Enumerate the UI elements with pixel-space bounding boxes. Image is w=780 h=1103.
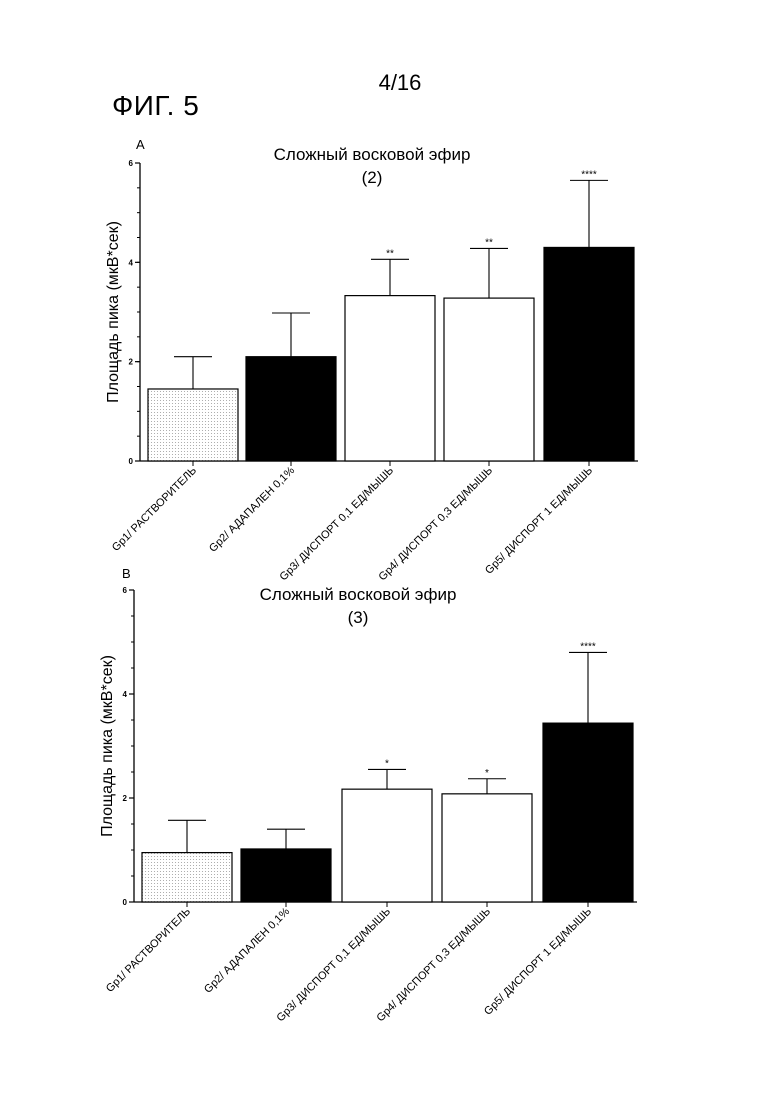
y-tick-label: 0 [123,898,128,907]
bar [342,789,432,902]
bar [544,247,634,461]
y-tick-label: 4 [123,690,128,699]
x-tick-label: Gp1/ РАСТВОРИТЕЛЬ [104,906,193,995]
bar [241,849,331,902]
chart-subtitle: (2) [362,168,383,187]
bar [345,296,435,461]
y-tick-label: 6 [129,159,134,168]
panel-label: B [122,566,131,581]
bar [442,794,532,902]
y-tick-label: 4 [129,258,134,267]
x-tick-label: Gp4/ ДИСПОРТ 0,3 ЕД/МЫШЬ [375,906,494,1025]
y-tick-label: 2 [123,794,128,803]
significance-label: * [385,758,389,769]
x-tick-label: Gp3/ ДИСПОРТ 0,1 ЕД/МЫШЬ [275,906,394,1025]
chart-title: Сложный восковой эфир [260,585,457,604]
x-tick-label: Gp1/ РАСТВОРИТЕЛЬ [110,465,199,554]
figure-charts: A Сложный восковой эфир (2) Площадь пика (м… [0,0,780,1103]
bar [148,389,238,461]
chart-subtitle: (3) [348,608,369,627]
x-tick-label: Gp4/ ДИСПОРТ 0,3 ЕД/МЫШЬ [377,465,496,584]
bar [246,357,336,461]
x-tick-label: Gp5/ ДИСПОРТ 1 ЕД/МЫШЬ [483,465,595,577]
bar [543,723,633,902]
x-tick-label: Gp2/ АДАПАЛЕН 0,1% [202,905,292,995]
bar [444,298,534,461]
y-tick-label: 2 [129,358,134,367]
significance-label: ** [386,248,394,259]
x-tick-label: Gp3/ ДИСПОРТ 0,1 ЕД/МЫШЬ [278,465,397,584]
significance-label: **** [580,641,596,652]
y-axis-label: Площадь пика (мкВ*сек) [99,655,116,837]
chart-title: Сложный восковой эфир [274,145,471,164]
y-tick-label: 6 [123,586,128,595]
significance-label: * [485,768,489,779]
x-tick-label: Gp5/ ДИСПОРТ 1 ЕД/МЫШЬ [482,906,594,1018]
significance-label: ** [485,237,493,248]
panel-label: A [136,137,145,152]
x-tick-label: Gp2/ АДАПАЛЕН 0,1% [207,464,297,554]
y-axis-label: Площадь пика (мкВ*сек) [105,221,122,403]
significance-label: **** [581,169,597,180]
bar [142,853,232,902]
y-tick-label: 0 [129,457,134,466]
